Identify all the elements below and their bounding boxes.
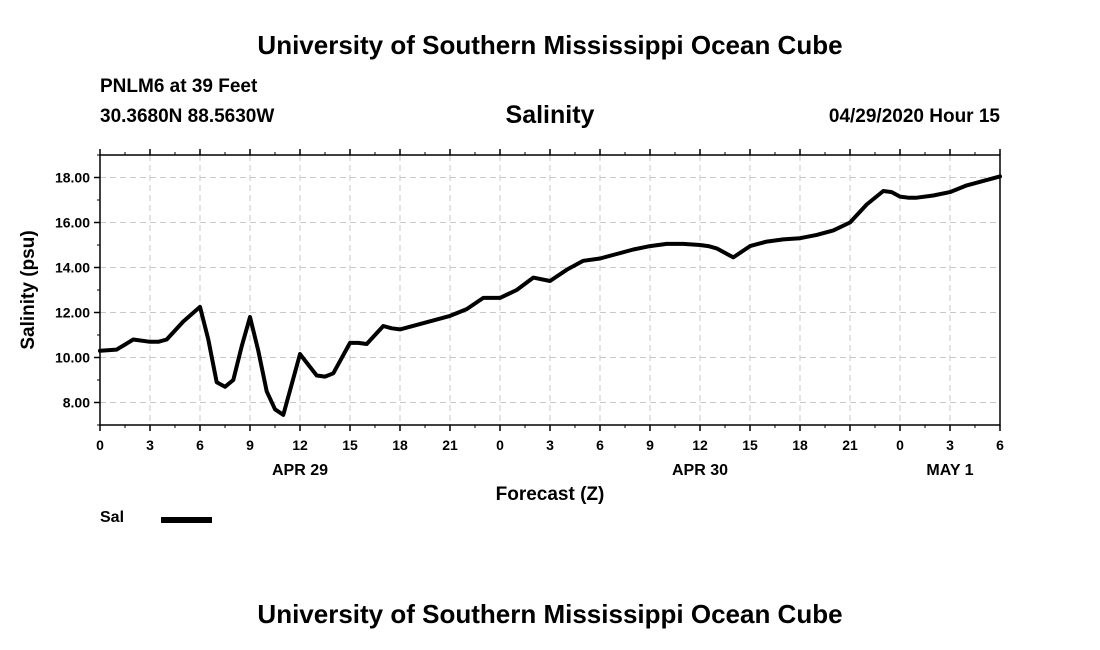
x-tick-label: 6 [996,437,1004,453]
footer-title: University of Southern Mississippi Ocean… [257,599,843,629]
x-tick-label: 21 [842,437,858,453]
x-tick-label: 3 [546,437,554,453]
x-tick-label: 0 [896,437,904,453]
series-line-sal [98,174,1002,417]
x-tick-label: 3 [946,437,954,453]
y-tick-label: 14.00 [55,260,90,276]
date-labels: APR 29 APR 30 MAY 1 [272,462,974,479]
x-tick-label: 0 [496,437,504,453]
legend-label: Sal [100,509,125,526]
x-tick-label: 18 [392,437,408,453]
x-tick-label: 6 [196,437,204,453]
axis-ticks [94,149,1001,431]
y-tick-label: 12.00 [55,305,90,321]
chart-title: Salinity [505,101,595,129]
x-axis-label: Forecast (Z) [496,484,605,505]
station-label: PNLM6 at 39 Feet [100,76,258,97]
x-tick-label: 0 [96,437,104,453]
x-tick-label: 15 [742,437,758,453]
y-tick-label: 16.00 [55,215,90,231]
station-coordinates: 30.3680N 88.5630W [100,106,275,127]
page-title: University of Southern Mississippi Ocean… [257,30,843,60]
x-tick-label: 18 [792,437,808,453]
x-tick-labels: 0 3 6 9 12 15 18 21 0 3 6 9 12 15 18 21 0 3 6 [96,437,1004,453]
forecast-datetime: 04/29/2020 Hour 15 [828,106,1000,127]
x-tick-label: 3 [146,437,154,453]
x-tick-label: 15 [342,437,358,453]
legend-swatch [161,517,212,523]
date-label: APR 30 [672,462,728,479]
date-label: APR 29 [272,462,328,479]
date-label: MAY 1 [926,462,973,479]
x-tick-label: 21 [442,437,458,453]
y-tick-labels: 8.00 10.00 12.00 14.00 16.00 18.00 [55,170,90,411]
y-tick-label: 8.00 [63,395,90,411]
x-tick-label: 12 [292,437,308,453]
y-axis-label: Salinity (psu) [18,230,39,349]
y-tick-label: 10.00 [55,350,90,366]
y-tick-label: 18.00 [55,170,90,186]
x-tick-label: 9 [246,437,254,453]
x-tick-label: 9 [646,437,654,453]
grid [100,155,1000,425]
x-tick-label: 6 [596,437,604,453]
x-tick-label: 12 [692,437,708,453]
